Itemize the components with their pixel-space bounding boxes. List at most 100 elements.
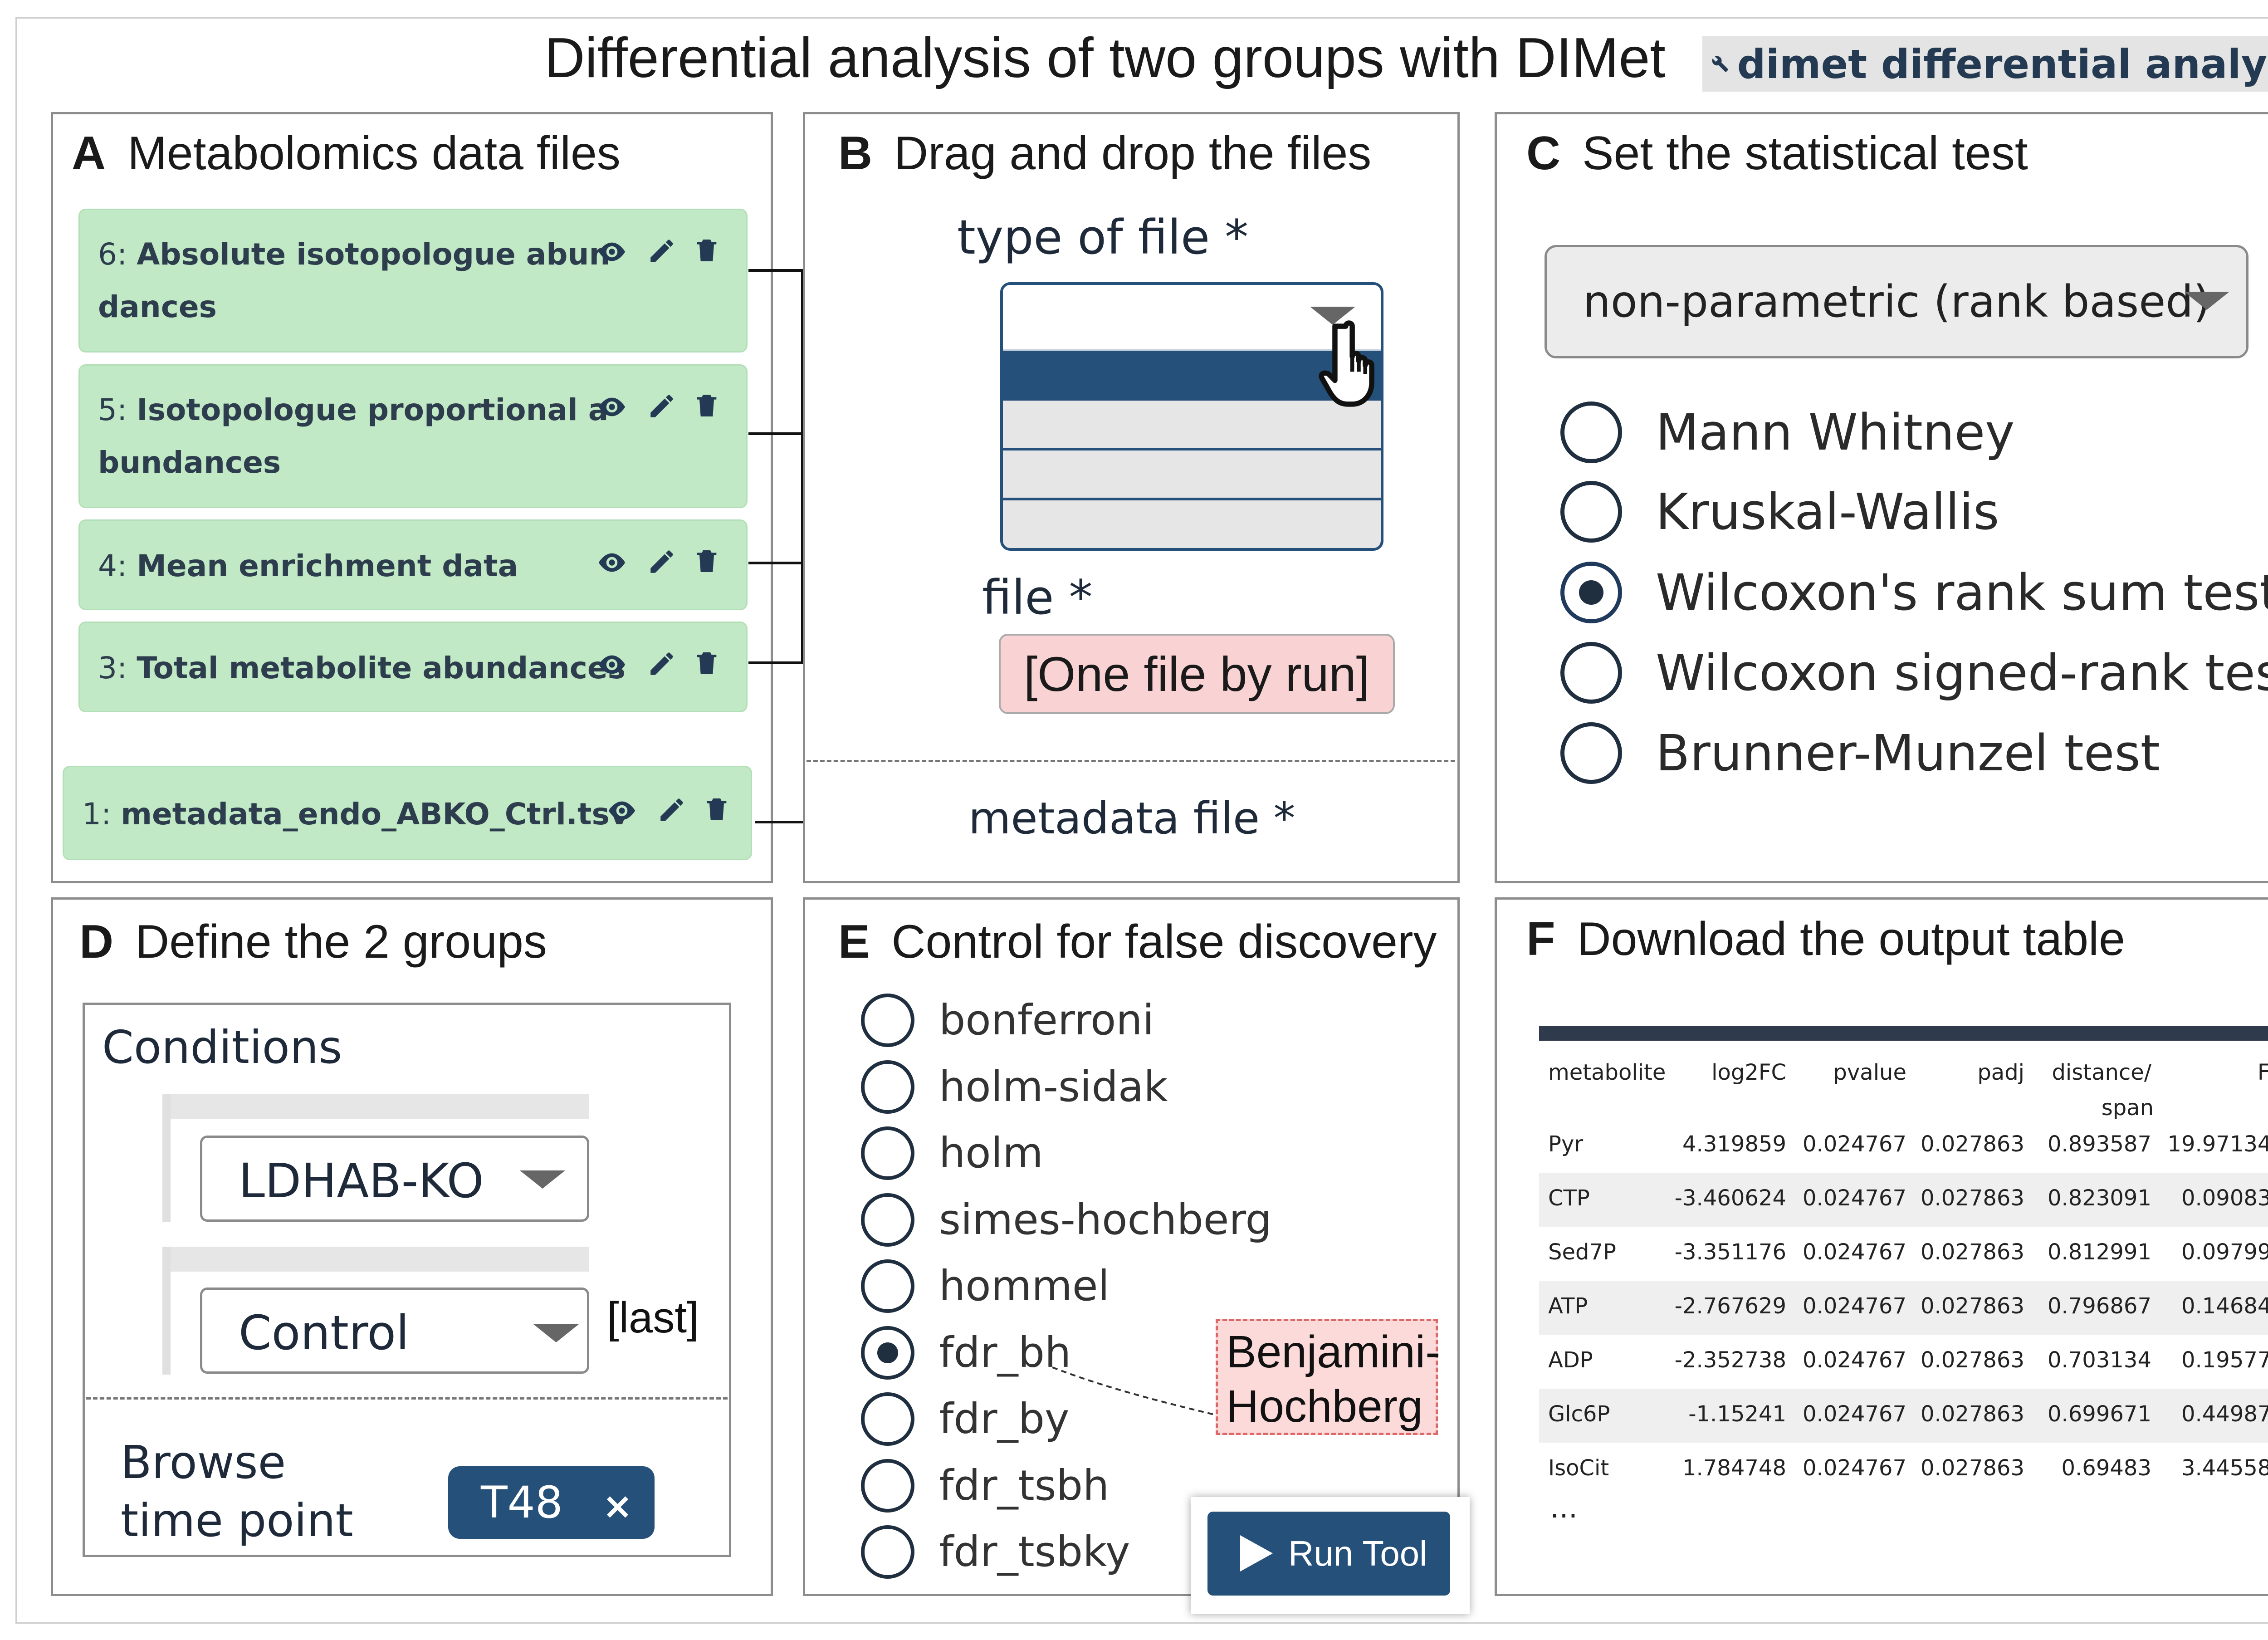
table-cell: 0.024767 xyxy=(1802,1401,1906,1427)
fdr-option-radio[interactable] xyxy=(861,1126,914,1180)
panel-b-title: B Drag and drop the files xyxy=(838,126,1371,181)
pencil-icon[interactable] xyxy=(657,795,689,827)
file-drop-field[interactable]: [One file by run] xyxy=(999,634,1395,714)
panel-f-letter: F xyxy=(1526,913,1555,965)
panel-e-title-text: Control for false discovery xyxy=(891,915,1437,968)
close-icon[interactable]: × xyxy=(602,1485,633,1527)
panel-b-letter: B xyxy=(838,127,873,180)
fdr-option-radio[interactable] xyxy=(861,1060,914,1114)
connector xyxy=(801,269,804,664)
eye-icon[interactable] xyxy=(596,391,628,423)
figure-title: Differential analysis of two groups with… xyxy=(544,27,1666,89)
play-icon xyxy=(1240,1535,1273,1571)
file-name: 3: Total metabolite abundances xyxy=(98,651,626,685)
table-cell: -2.352738 xyxy=(1674,1347,1786,1373)
annotation-line2: Hochberg xyxy=(1226,1381,1423,1432)
table-row[interactable] xyxy=(1539,1227,2268,1281)
trash-icon[interactable] xyxy=(692,391,724,423)
table-cell: -2.767629 xyxy=(1674,1293,1786,1319)
group2-bar xyxy=(162,1247,171,1375)
panel-d-title-text: Define the 2 groups xyxy=(135,915,547,968)
test-type-select[interactable]: non-parametric (rank based) xyxy=(1545,245,2248,358)
fdr-option-radio[interactable] xyxy=(861,1326,914,1380)
file-item-5[interactable]: 5: Isotopologue proportional a bundances xyxy=(78,364,748,508)
eye-icon[interactable] xyxy=(596,649,628,680)
table-cell: 0.703134 xyxy=(2047,1347,2151,1373)
table-header-cell[interactable]: log2FC xyxy=(1711,1060,1786,1085)
group2-select[interactable]: Control xyxy=(200,1288,589,1374)
table-row[interactable] xyxy=(1539,1389,2268,1443)
test-option-radio[interactable] xyxy=(1560,722,1622,784)
file-name: 4: Mean enrichment data xyxy=(98,548,518,583)
pencil-icon[interactable] xyxy=(647,391,679,423)
panel-d-title: D Define the 2 groups xyxy=(79,915,547,969)
table-row[interactable] xyxy=(1539,1173,2268,1227)
table-cell: 0.195774 xyxy=(2181,1347,2268,1373)
table-cell: 0.146845 xyxy=(2181,1293,2268,1319)
group2-value: Control xyxy=(239,1305,409,1361)
pencil-icon[interactable] xyxy=(647,236,679,268)
fdr-option-label: hommel xyxy=(939,1262,1110,1310)
table-cell: -1.15241 xyxy=(1688,1401,1786,1427)
table-row[interactable] xyxy=(1539,1281,2268,1335)
metadata-file-item[interactable]: 1: metadata_endo_ABKO_Ctrl.tsv xyxy=(63,766,752,860)
fdr-option-radio[interactable] xyxy=(861,1259,914,1313)
pencil-icon[interactable] xyxy=(647,547,679,578)
time-point-chip[interactable]: T48 × xyxy=(448,1466,655,1539)
table-header-cell[interactable]: padj xyxy=(1977,1060,2024,1085)
panel-e-title: E Control for false discovery xyxy=(838,915,1437,969)
tool-badge-label: dimet differential analysis xyxy=(1737,40,2268,88)
table-top-bar xyxy=(1539,1026,2268,1041)
fdr-option-radio[interactable] xyxy=(861,1392,914,1446)
table-cell: 0.024767 xyxy=(1802,1347,1906,1373)
table-header-cell[interactable]: pvalue xyxy=(1833,1060,1906,1085)
fdr-option-radio[interactable] xyxy=(861,1193,914,1247)
dropdown-option[interactable] xyxy=(1003,450,1381,500)
test-option-radio[interactable] xyxy=(1560,481,1622,543)
fdr-option-radio[interactable] xyxy=(861,1459,914,1513)
eye-icon[interactable] xyxy=(606,795,638,827)
type-of-file-label: type of file * xyxy=(957,210,1249,265)
hand-pointer-icon xyxy=(1319,320,1374,407)
browse-label: Browse time point xyxy=(121,1434,353,1550)
panel-d-letter: D xyxy=(79,915,114,968)
file-item-6[interactable]: 6: Absolute isotopologue abun dances xyxy=(78,209,748,352)
figure-frame xyxy=(15,17,2268,1624)
table-row[interactable] xyxy=(1539,1443,2268,1497)
table-cell: 0.812991 xyxy=(2047,1239,2151,1265)
eye-icon[interactable] xyxy=(596,547,628,578)
test-option-radio[interactable] xyxy=(1560,401,1622,463)
table-header-cell[interactable]: FC xyxy=(2257,1060,2268,1085)
fdr-option-radio[interactable] xyxy=(861,994,914,1047)
eye-icon[interactable] xyxy=(596,236,628,268)
trash-icon[interactable] xyxy=(692,236,724,268)
file-item-4[interactable]: 4: Mean enrichment data xyxy=(78,519,748,610)
dropdown-option[interactable] xyxy=(1003,401,1381,450)
test-option-radio[interactable] xyxy=(1560,562,1622,623)
trash-icon[interactable] xyxy=(692,649,724,680)
file-item-3[interactable]: 3: Total metabolite abundances xyxy=(78,622,748,712)
type-of-file-dropdown[interactable] xyxy=(1000,282,1383,551)
trash-icon[interactable] xyxy=(692,547,724,578)
group1-value: LDHAB-KO xyxy=(239,1153,484,1209)
panel-e-letter: E xyxy=(838,915,870,968)
table-header-cell[interactable]: metabolite xyxy=(1548,1060,1666,1085)
run-tool-button[interactable]: Run Tool xyxy=(1207,1512,1450,1596)
table-row[interactable] xyxy=(1539,1119,2268,1173)
table-header-cell[interactable]: distance/ xyxy=(2052,1060,2151,1085)
table-cell: ADP xyxy=(1548,1347,1593,1373)
connector xyxy=(748,269,804,272)
table-cell: Sed7P xyxy=(1548,1239,1616,1265)
dropdown-option-selected[interactable] xyxy=(1003,351,1381,401)
fdr-option-radio[interactable] xyxy=(861,1525,914,1579)
group1-bar xyxy=(162,1094,171,1222)
test-option-radio[interactable] xyxy=(1560,642,1622,704)
table-cell: 19.971341 xyxy=(2167,1131,2268,1157)
tool-badge[interactable]: dimet differential analysis xyxy=(1702,36,2268,92)
table-row[interactable] xyxy=(1539,1335,2268,1389)
fdr-option-label: holm xyxy=(939,1129,1043,1177)
group1-select[interactable]: LDHAB-KO xyxy=(200,1136,589,1222)
trash-icon[interactable] xyxy=(702,795,734,827)
pencil-icon[interactable] xyxy=(647,649,679,680)
table-cell: 0.097993 xyxy=(2181,1239,2268,1265)
